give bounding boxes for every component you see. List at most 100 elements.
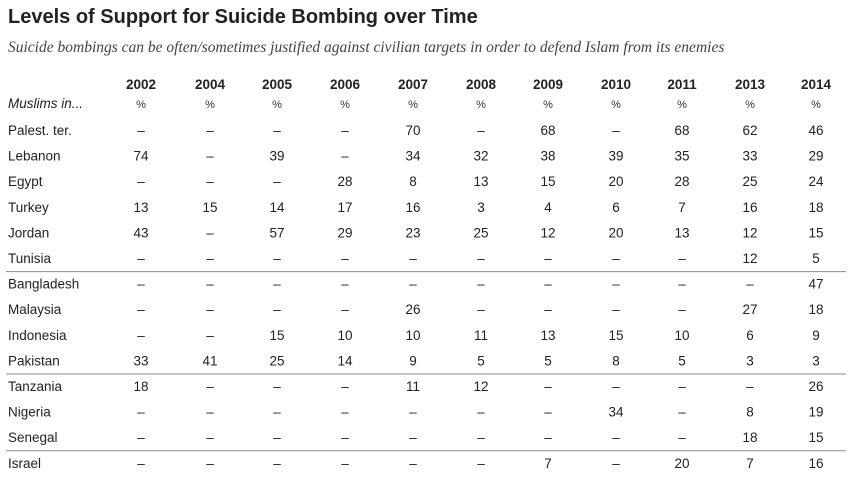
row-label: Indonesia: [8, 328, 67, 343]
table-cell-missing: –: [341, 302, 349, 317]
table-cell-value: 32: [473, 149, 488, 164]
table-cell-value: 29: [337, 225, 352, 240]
row-label: Palest. ter.: [8, 123, 72, 138]
table-cell-value: 20: [608, 225, 623, 240]
table-cell-missing: –: [273, 123, 281, 138]
table-cell-value: 7: [678, 200, 686, 215]
table-cell-missing: –: [341, 456, 349, 471]
table-cell-value: 25: [742, 174, 757, 189]
table-cell-missing: –: [206, 174, 214, 189]
table-cell-missing: –: [678, 379, 686, 394]
percent-unit-label: %: [745, 99, 755, 111]
row-label: Israel: [8, 456, 41, 471]
table-cell-value: 39: [608, 149, 623, 164]
table-cell-value: 18: [742, 430, 757, 445]
column-header-2002: 2002: [126, 77, 156, 92]
table-cell-value: 15: [540, 174, 555, 189]
table-cell-value: 15: [808, 430, 823, 445]
table-cell-value: 13: [674, 225, 689, 240]
row-label: Tanzania: [8, 379, 63, 394]
percent-unit-label: %: [408, 99, 418, 111]
table-cell-value: 18: [808, 302, 823, 317]
table-cell-value: 16: [808, 456, 823, 471]
table-cell-value: 47: [808, 277, 823, 292]
table-cell-missing: –: [612, 277, 620, 292]
table-cell-missing: –: [612, 379, 620, 394]
table-cell-value: 9: [409, 353, 417, 368]
table-cell-missing: –: [137, 174, 145, 189]
percent-unit-label: %: [272, 99, 282, 111]
table-cell-missing: –: [409, 456, 417, 471]
table-cell-value: 62: [742, 123, 757, 138]
table-cell-missing: –: [273, 405, 281, 420]
table-cell-value: 18: [808, 200, 823, 215]
table-cell-value: 57: [269, 225, 284, 240]
column-header-2011: 2011: [667, 77, 697, 92]
table-cell-missing: –: [206, 149, 214, 164]
table-cell-missing: –: [477, 302, 485, 317]
table-cell-value: 41: [202, 353, 217, 368]
row-header-label: Muslims in...: [8, 96, 83, 111]
table-cell-missing: –: [206, 328, 214, 343]
table-cell-missing: –: [544, 405, 552, 420]
row-label: Senegal: [8, 430, 58, 445]
percent-unit-label: %: [543, 99, 553, 111]
table-cell-missing: –: [341, 123, 349, 138]
table-cell-value: 38: [540, 149, 555, 164]
table-cell-missing: –: [273, 430, 281, 445]
table-cell-value: 12: [742, 225, 757, 240]
table-cell-missing: –: [206, 277, 214, 292]
table-cell-value: 12: [473, 379, 488, 394]
table-cell-missing: –: [678, 302, 686, 317]
table-cell-missing: –: [206, 456, 214, 471]
table-cell-missing: –: [409, 277, 417, 292]
table-cell-value: 25: [269, 353, 284, 368]
table-cell-value: 46: [808, 123, 823, 138]
table-cell-value: 15: [808, 225, 823, 240]
table-cell-value: 3: [812, 353, 820, 368]
table-cell-missing: –: [477, 277, 485, 292]
row-label: Egypt: [8, 174, 43, 189]
percent-unit-label: %: [340, 99, 350, 111]
table-cell-value: 25: [473, 225, 488, 240]
table-cell-missing: –: [137, 405, 145, 420]
table-cell-value: 26: [808, 379, 823, 394]
percent-unit-label: %: [811, 99, 821, 111]
table-cell-missing: –: [544, 302, 552, 317]
table-cell-value: 8: [612, 353, 620, 368]
table-cell-missing: –: [612, 251, 620, 266]
table-cell-value: 5: [477, 353, 485, 368]
table-cell-missing: –: [477, 251, 485, 266]
table-cell-missing: –: [137, 456, 145, 471]
table-cell-missing: –: [477, 405, 485, 420]
table-cell-missing: –: [137, 277, 145, 292]
row-label: Pakistan: [8, 353, 60, 368]
table-cell-value: 7: [746, 456, 754, 471]
chart-subtitle: Suicide bombings can be often/sometimes …: [8, 39, 725, 56]
percent-unit-label: %: [476, 99, 486, 111]
table-cell-missing: –: [137, 328, 145, 343]
table-cell-missing: –: [137, 123, 145, 138]
table-cell-missing: –: [477, 430, 485, 445]
table-cell-value: 13: [133, 200, 148, 215]
table-cell-missing: –: [678, 251, 686, 266]
table-cell-value: 12: [540, 225, 555, 240]
table-cell-missing: –: [137, 430, 145, 445]
table-cell-missing: –: [206, 251, 214, 266]
table-cell-missing: –: [137, 251, 145, 266]
column-header-2013: 2013: [735, 77, 766, 92]
table-cell-value: 16: [405, 200, 420, 215]
table-cell-value: 13: [473, 174, 488, 189]
table-cell-value: 3: [477, 200, 485, 215]
table-cell-missing: –: [341, 251, 349, 266]
table-cell-value: 11: [474, 328, 488, 343]
table-cell-missing: –: [409, 251, 417, 266]
table-cell-value: 16: [742, 200, 757, 215]
chart-title: Levels of Support for Suicide Bombing ov…: [8, 6, 478, 28]
table-cell-value: 39: [269, 149, 284, 164]
table-cell-value: 68: [540, 123, 555, 138]
table-cell-missing: –: [544, 251, 552, 266]
row-label: Tunisia: [8, 251, 52, 266]
table-cell-missing: –: [341, 277, 349, 292]
